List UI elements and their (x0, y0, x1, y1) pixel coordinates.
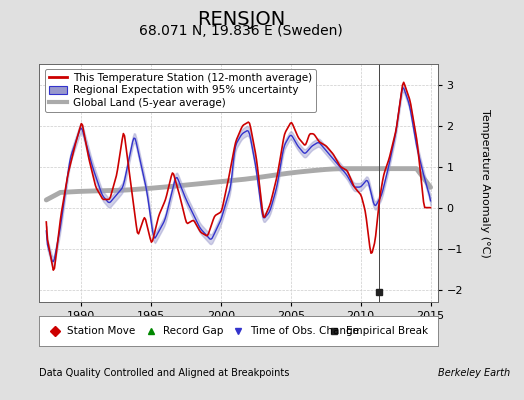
Text: Data Quality Controlled and Aligned at Breakpoints: Data Quality Controlled and Aligned at B… (39, 368, 290, 378)
Text: 68.071 N, 19.836 E (Sweden): 68.071 N, 19.836 E (Sweden) (139, 24, 343, 38)
Legend: This Temperature Station (12-month average), Regional Expectation with 95% uncer: This Temperature Station (12-month avera… (45, 69, 316, 112)
Text: Empirical Break: Empirical Break (346, 326, 428, 336)
Text: RENSJON: RENSJON (197, 10, 285, 29)
Text: Time of Obs. Change: Time of Obs. Change (250, 326, 359, 336)
Text: Record Gap: Record Gap (163, 326, 223, 336)
Y-axis label: Temperature Anomaly (°C): Temperature Anomaly (°C) (480, 109, 490, 257)
Text: Berkeley Earth: Berkeley Earth (438, 368, 510, 378)
Text: Station Move: Station Move (67, 326, 135, 336)
